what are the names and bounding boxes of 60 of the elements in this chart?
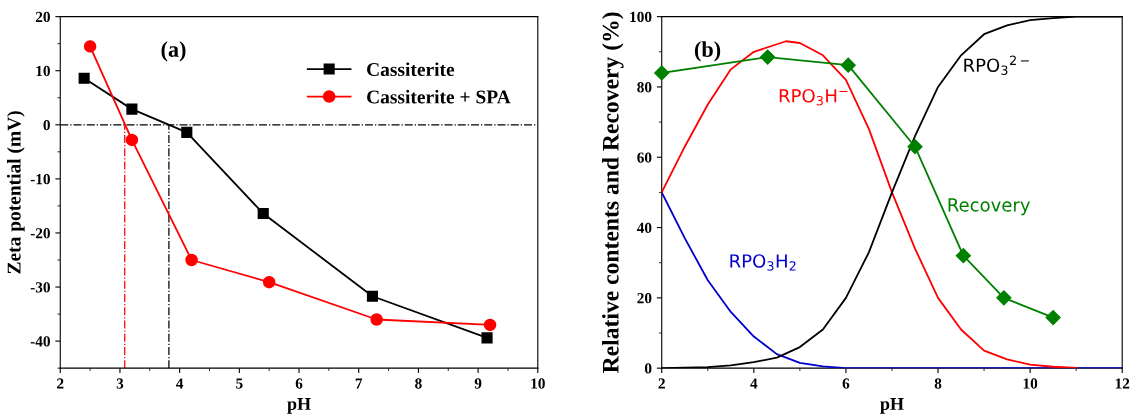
point: [907, 139, 923, 155]
point: [185, 253, 198, 267]
y-tick-label: -10: [30, 174, 50, 185]
y-tick-label: 80: [637, 82, 652, 93]
x-tick-label: 7: [355, 378, 363, 389]
point: [181, 126, 193, 138]
x-tick-label: 12: [1115, 378, 1130, 389]
x-tick-label: 2: [658, 378, 665, 389]
x-tick-label: 8: [934, 378, 942, 389]
point: [257, 207, 269, 220]
y-tick-label: -20: [30, 228, 50, 239]
y-tick-label: 40: [636, 222, 652, 233]
point: [955, 248, 971, 264]
text: (a): [161, 41, 186, 62]
x-axis-title: pH: [880, 398, 904, 414]
y-tick-label: -40: [30, 336, 50, 347]
x-tick-label: 4: [176, 378, 184, 389]
point: [996, 290, 1012, 306]
point: [125, 133, 139, 147]
series-label: Recovery: [948, 198, 1030, 216]
y-tick-label: 20: [637, 293, 652, 304]
point: [483, 318, 497, 332]
point: [654, 65, 670, 81]
point: [370, 313, 383, 326]
y-axis-title: Zeta potential (mV): [6, 111, 25, 274]
point: [1045, 309, 1061, 326]
point: [262, 275, 276, 289]
x-axis-title: pH: [287, 398, 311, 414]
x-tick-label: 2: [57, 378, 64, 389]
y-tick-label: 0: [43, 119, 50, 131]
x-tick-label: 9: [474, 378, 482, 389]
legend-label: Cassiterite: [367, 62, 455, 77]
line-series: [661, 40, 1078, 369]
y-tick-label: -30: [30, 282, 50, 293]
point: [481, 332, 493, 344]
y-tick-label: 0: [644, 363, 652, 374]
y-tick-label: 20: [35, 11, 50, 23]
x-tick-label: 6: [295, 378, 303, 389]
series-label: RPO$_{3}$$^{2−}$: [964, 55, 1029, 75]
y-tick-label: 10: [36, 65, 50, 77]
point: [366, 290, 379, 302]
x-tick-label: 10: [531, 378, 545, 389]
y-tick-label: 60: [637, 152, 652, 163]
x-tick-label: 6: [842, 378, 850, 389]
y-tick-label: 100: [630, 11, 652, 23]
point: [126, 103, 138, 115]
series-label: RPO$_{3}$H$^{−}$: [779, 88, 848, 106]
x-tick-label: 5: [236, 378, 243, 389]
y-axis-title: Relative contents and Recovery (%): [602, 12, 624, 373]
x-tick-label: 3: [116, 378, 124, 389]
x-tick-label: 8: [415, 378, 422, 389]
legend-label: Cassiterite + SPA: [367, 89, 511, 104]
x-tick-label: 10: [1023, 378, 1038, 389]
series-label: RPO$_{3}$H$_{2}$: [730, 254, 796, 271]
point: [760, 49, 776, 65]
point: [840, 57, 856, 73]
point: [83, 40, 97, 53]
point: [78, 72, 90, 84]
x-tick-label: 4: [750, 378, 758, 389]
text: (b): [694, 41, 721, 62]
